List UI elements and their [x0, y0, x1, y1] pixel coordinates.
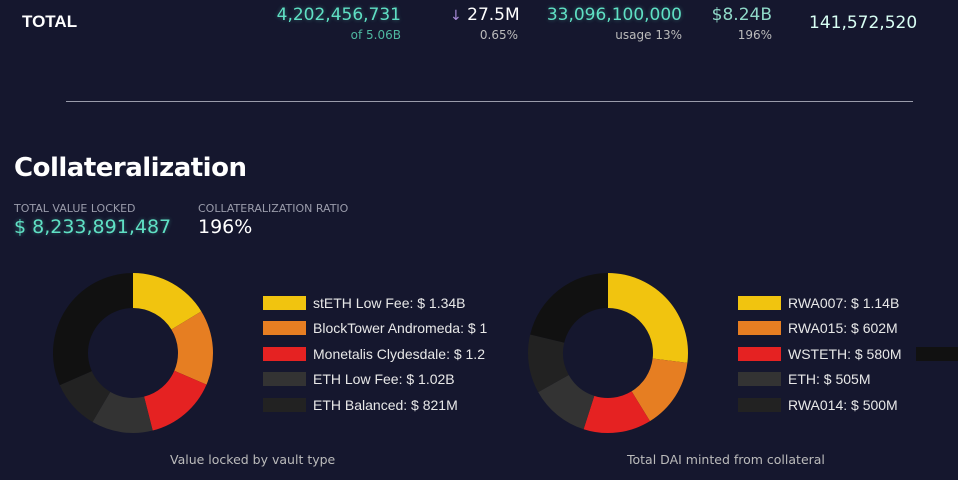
dai-minted-donut — [528, 273, 688, 433]
dai-minted-legend: RWA007: $ 1.14B RWA015: $ 602M WSTETH: $ 5… — [738, 290, 902, 418]
vault-type-caption: Value locked by vault type — [170, 452, 336, 467]
arrow-down-icon: ↓ — [450, 8, 462, 24]
legend-item[interactable]: ETH Low Fee: $ 1.02B — [263, 367, 493, 393]
legend-swatch — [738, 295, 781, 310]
ratio-value: 196% — [198, 216, 253, 238]
donut-slice[interactable] — [583, 391, 650, 433]
collateral-sub: 196% — [737, 28, 772, 42]
collateral-value: $8.24B — [711, 5, 772, 25]
donut-slice[interactable] — [538, 374, 595, 430]
legend-swatch — [738, 397, 781, 412]
donut-slice[interactable] — [144, 370, 207, 431]
vault-type-donut — [52, 273, 214, 433]
legend-swatch — [738, 372, 781, 387]
legend-item[interactable]: Monetalis Clydesdale: $ 1.2 — [263, 341, 493, 367]
vault-type-legend: stETH Low Fee: $ 1.34B BlockTower Androme… — [263, 290, 493, 418]
ceiling-sub: usage 13% — [615, 28, 682, 42]
donut-slice[interactable] — [92, 391, 153, 433]
legend-swatch — [263, 321, 306, 336]
legend-label: stETH Low Fee: $ 1.34B — [313, 294, 466, 311]
section-title: Collateralization — [14, 153, 247, 183]
donut-slice[interactable] — [528, 334, 569, 393]
legend-swatch — [738, 346, 781, 361]
dai-minted-caption: Total DAI minted from collateral — [627, 452, 825, 467]
legend-item[interactable]: RWA007: $ 1.14B — [738, 290, 902, 316]
donut-slice[interactable] — [608, 273, 688, 363]
legend-label: ETH Low Fee: $ 1.02B — [313, 371, 455, 388]
legend-overflow-swatch — [916, 347, 958, 361]
supply-sub: of 5.06B — [350, 28, 401, 42]
change-value: 27.5M — [467, 5, 520, 25]
legend-label: RWA014: $ 500M — [788, 396, 898, 413]
legend-item[interactable]: WSTETH: $ 580M — [738, 341, 902, 367]
legend-label: RWA015: $ 602M — [788, 320, 898, 337]
legend-swatch — [263, 397, 306, 412]
legend-item[interactable]: ETH Balanced: $ 821M — [263, 392, 493, 418]
legend-swatch — [738, 321, 781, 336]
tvl-value: $ 8,233,891,487 — [14, 216, 172, 238]
legend-label: Monetalis Clydesdale: $ 1.2 — [313, 345, 485, 362]
supply-value: 4,202,456,731 — [276, 5, 401, 25]
legend-swatch — [263, 346, 306, 361]
ceiling-value: 33,096,100,000 — [546, 5, 682, 25]
legend-item[interactable]: stETH Low Fee: $ 1.34B — [263, 290, 493, 316]
legend-label: ETH Balanced: $ 821M — [313, 396, 458, 413]
last-value: 141,572,520 — [809, 13, 918, 33]
donut-slice[interactable] — [59, 371, 111, 423]
legend-label: WSTETH: $ 580M — [788, 345, 902, 362]
donut-slice[interactable] — [530, 273, 608, 343]
divider — [66, 101, 913, 102]
legend-label: BlockTower Andromeda: $ 1 — [313, 320, 488, 337]
donut-slice[interactable] — [52, 273, 133, 386]
ratio-label: COLLATERALIZATION RATIO — [198, 202, 349, 215]
legend-swatch — [263, 372, 306, 387]
donut-slice[interactable] — [133, 273, 202, 330]
legend-item[interactable]: RWA015: $ 602M — [738, 316, 902, 342]
legend-label: ETH: $ 505M — [788, 371, 871, 388]
legend-item[interactable]: BlockTower Andromeda: $ 1 — [263, 316, 493, 342]
donut-slice[interactable] — [171, 311, 214, 385]
total-label: TOTAL — [22, 12, 78, 31]
legend-swatch — [263, 295, 306, 310]
legend-label: RWA007: $ 1.14B — [788, 294, 900, 311]
tvl-label: TOTAL VALUE LOCKED — [14, 202, 136, 215]
change-sub: 0.65% — [479, 28, 518, 42]
legend-item[interactable]: RWA014: $ 500M — [738, 392, 902, 418]
donut-slice[interactable] — [631, 358, 688, 422]
legend-item[interactable]: ETH: $ 505M — [738, 367, 902, 393]
